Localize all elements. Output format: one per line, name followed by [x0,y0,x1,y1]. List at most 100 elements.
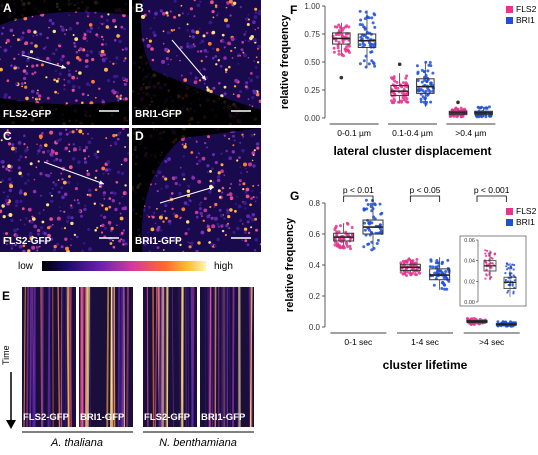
fluorescence-spot [253,196,255,198]
fluorescence-spot [181,173,185,177]
box-bri1 [474,105,493,118]
fluorescence-spot [215,6,217,8]
fluorescence-spot [250,72,253,75]
fluorescence-spot [65,129,67,131]
data-point [333,51,336,54]
fluorescence-spot [71,238,73,240]
legend-label: FLS2 [516,206,537,216]
fluorescence-spot [123,229,125,231]
fluorescence-spot [101,43,104,46]
fluorescence-spot [187,23,189,25]
fluorescence-spot [54,245,57,248]
data-point [429,265,432,268]
fluorescence-spot [190,151,193,154]
inset-y-tick-label: 0.02 [464,279,475,285]
fluorescence-spot [200,50,203,53]
fluorescence-spot [15,200,19,204]
fluorescence-spot [199,28,201,30]
y-tick-label: 0.2 [309,292,321,301]
fluorescence-spot [225,251,227,253]
data-point [365,199,368,202]
fluorescence-spot [85,59,89,63]
fluorescence-spot [192,35,195,38]
fluorescence-spot [240,179,242,181]
fluorescence-spot [76,51,79,54]
data-point [333,47,336,50]
fluorescence-spot [22,207,25,210]
fluorescence-spot [53,248,56,251]
fluorescence-spot [163,30,165,32]
fluorescence-spot [38,94,41,97]
fluorescence-spot [229,14,231,16]
fluorescence-spot [228,156,232,160]
fluorescence-spot [121,196,123,198]
fluorescence-spot [160,188,162,190]
fluorescence-spot [255,201,257,203]
fluorescence-spot [155,183,157,185]
fluorescence-spot [251,218,254,221]
fluorescence-spot [103,39,105,41]
fluorescence-spot [257,61,259,63]
panel-letter: E [2,289,10,303]
fluorescence-spot [70,222,73,225]
fluorescence-spot [206,32,209,35]
fluorescence-spot [34,44,38,48]
fluorescence-spot [245,31,247,33]
micrograph-B [130,0,262,126]
significance-bracket [477,196,506,202]
kymograph-track [192,287,193,427]
fluorescence-spot [187,29,189,31]
fluorescence-spot [38,98,40,100]
data-point [359,62,362,65]
fluorescence-spot [222,40,224,42]
fluorescence-spot [163,249,165,251]
fluorescence-spot [3,215,6,218]
data-point [366,31,369,34]
fluorescence-spot [237,94,241,98]
fluorescence-spot [56,139,59,142]
fluorescence-spot [76,56,80,60]
data-point [446,259,449,262]
data-point [359,36,362,39]
fluorescence-spot [164,160,167,163]
panel-label: BRI1-GFP [135,109,182,120]
fluorescence-spot [58,179,60,181]
data-point [393,97,396,100]
inset-data-point [485,255,487,257]
data-point [368,62,371,65]
fluorescence-spot [123,206,127,210]
data-point [349,245,352,248]
data-point [423,79,426,82]
data-point [407,271,410,274]
fluorescence-spot [248,162,252,166]
fluorescence-spot [86,40,88,42]
data-point [431,72,434,75]
fluorescence-spot [88,140,92,144]
fluorescence-spot [79,47,83,51]
data-point [445,288,448,291]
fluorescence-spot [101,36,103,38]
fluorescence-spot [242,182,245,185]
fluorescence-spot [152,59,155,62]
fluorescence-spot [69,151,71,153]
fluorescence-spot [254,238,258,242]
fluorescence-spot [201,39,205,43]
fluorescence-spot [242,52,244,54]
fluorescence-spot [24,224,26,226]
box-fls2 [466,317,488,326]
fluorescence-spot [96,227,98,229]
fluorescence-spot [216,14,218,16]
box-fls2 [399,257,421,277]
fluorescence-spot [218,189,221,192]
fluorescence-spot [207,171,209,173]
fluorescence-spot [25,217,27,219]
data-point [338,50,341,53]
fluorescence-spot [24,149,28,153]
fluorescence-spot [220,214,223,217]
outlier-point [398,62,402,66]
fluorescence-spot [193,15,195,17]
fluorescence-spot [23,77,26,80]
data-point [402,81,405,84]
fluorescence-spot [84,157,86,159]
fluorescence-spot [115,26,118,29]
